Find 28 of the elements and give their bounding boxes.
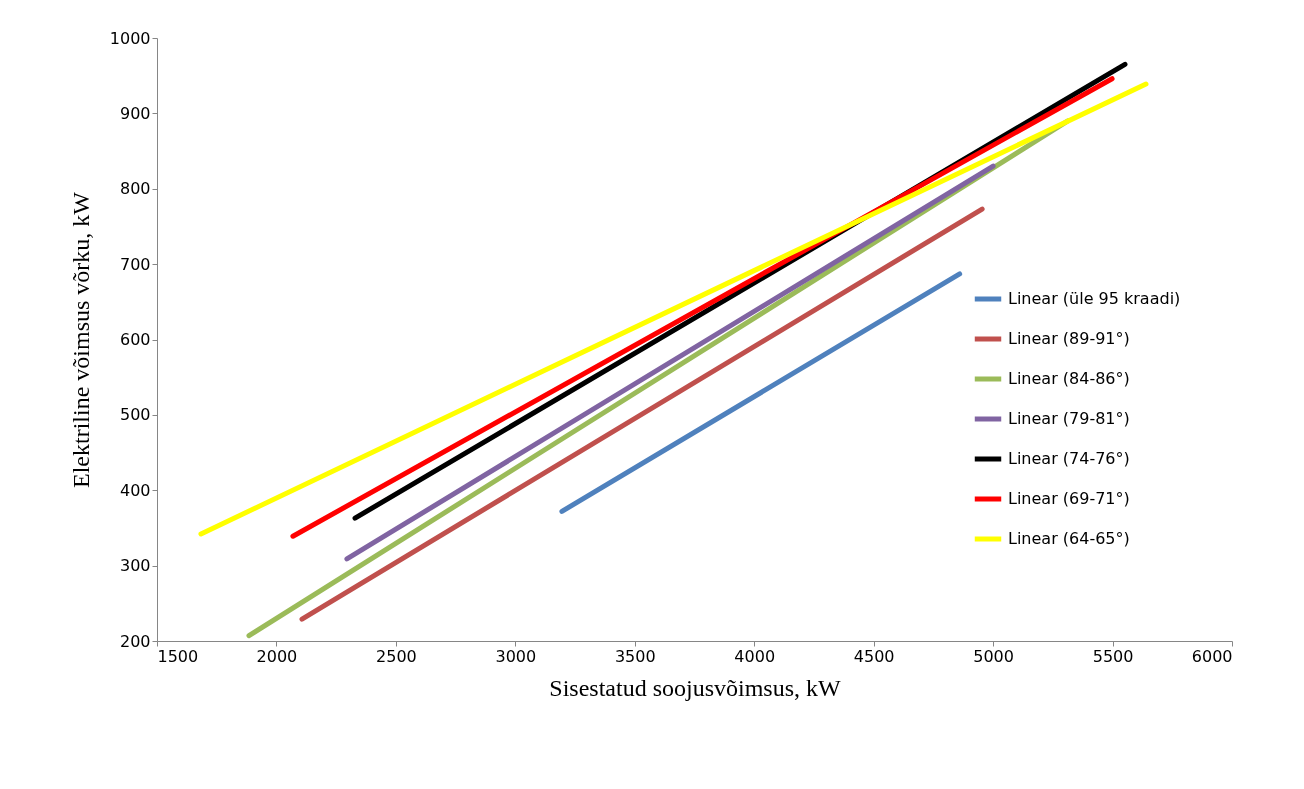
y-tick-label: 800 [119, 179, 151, 199]
legend-label: Linear (üle 95 kraadi) [1008, 289, 1181, 308]
x-tick-label: 2500 [376, 646, 417, 666]
y-tick-label: 400 [119, 480, 151, 500]
y-tick-label: 500 [119, 405, 151, 425]
y-tick-label: 1000 [109, 28, 151, 48]
legend-label: Linear (84-86°) [1008, 369, 1130, 388]
legend-label: Linear (74-76°) [1008, 449, 1130, 468]
legend-label: Linear (79-81°) [1008, 409, 1130, 428]
x-tick-label: 2000 [256, 646, 298, 666]
y-tick-label: 700 [119, 254, 151, 274]
y-axis-title: Elektriline võimsus võrku, kW [67, 191, 94, 488]
x-tick-label: 6000 [1191, 646, 1233, 666]
legend-label: Linear (69-71°) [1008, 489, 1130, 508]
x-tick-label: 3500 [614, 646, 656, 666]
x-axis-title: Sisestatud soojusvõimsus, kW [549, 674, 842, 701]
x-tick-label: 4500 [853, 646, 895, 666]
y-tick-label: 200 [119, 631, 151, 651]
x-tick-label: 5000 [973, 646, 1014, 666]
y-tick-label: 300 [119, 556, 151, 576]
x-tick-label: 5500 [1092, 646, 1134, 666]
y-tick-label: 900 [119, 103, 151, 123]
legend-label: Linear (64-65°) [1008, 529, 1130, 548]
y-tick-label: 600 [119, 330, 151, 349]
legend-label: Linear (89-91°) [1008, 329, 1130, 348]
x-tick-label: 1500 [157, 646, 199, 666]
x-tick-label: 3000 [495, 646, 537, 666]
x-tick-label: 4000 [734, 646, 776, 666]
